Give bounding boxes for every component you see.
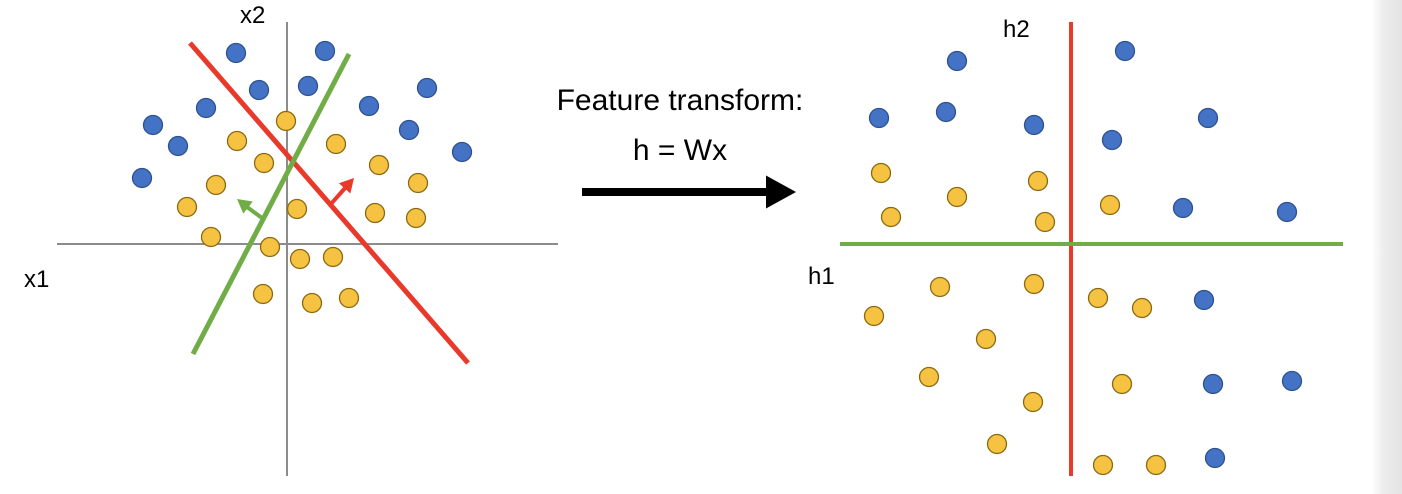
yellow-point [325, 133, 347, 155]
yellow-point [1099, 194, 1121, 216]
yellow-point [880, 206, 902, 228]
blue-point [1202, 373, 1224, 395]
blue-point [398, 119, 420, 141]
page-edge-shadow [1372, 0, 1402, 494]
h2-axis-label: h2 [1003, 16, 1030, 43]
yellow-point [1145, 454, 1167, 476]
green-decision-boundary [190, 52, 352, 356]
yellow-point [259, 236, 281, 258]
blue-point [451, 141, 473, 163]
yellow-point [252, 283, 274, 305]
yellow-point [1111, 373, 1133, 395]
yellow-point [870, 162, 892, 184]
blue-point [297, 75, 319, 97]
yellow-point [226, 130, 248, 152]
blue-point [142, 114, 164, 136]
blue-point [946, 50, 968, 72]
x1-axis-label: x1 [24, 266, 50, 293]
blue-point [868, 107, 890, 129]
blue-point [225, 42, 247, 64]
green-normal-arrow [245, 205, 264, 220]
blue-point [195, 97, 217, 119]
yellow-point [301, 292, 323, 314]
blue-point [1172, 197, 1194, 219]
blue-point [1276, 201, 1298, 223]
right-plot [840, 22, 1343, 476]
h1-axis-label: h1 [808, 263, 835, 290]
yellow-point [205, 174, 227, 196]
yellow-point [368, 154, 390, 176]
green-arrow-head [237, 199, 253, 214]
red-normal-arrow [328, 185, 348, 207]
blue-point [1197, 107, 1219, 129]
blue-point [358, 95, 380, 117]
yellow-point [1022, 391, 1044, 413]
red-arrow-head [338, 178, 354, 194]
yellow-point [1034, 211, 1056, 233]
blue-point [1101, 129, 1123, 151]
blue-point [248, 79, 270, 101]
transform-title: Feature transform: [556, 84, 804, 117]
yellow-point [863, 305, 885, 327]
x2-axis-label: x2 [240, 2, 266, 29]
yellow-point [1087, 287, 1109, 309]
blue-point [1023, 114, 1045, 136]
yellow-point [275, 110, 297, 132]
yellow-point [364, 202, 386, 224]
yellow-point [918, 366, 940, 388]
blue-point [167, 135, 189, 157]
blue-point [1114, 40, 1136, 62]
blue-point [416, 77, 438, 99]
yellow-point [176, 196, 198, 218]
blue-point [131, 167, 153, 189]
yellow-point [1131, 297, 1153, 319]
yellow-point [286, 198, 308, 220]
transform-arrow [582, 175, 796, 209]
blue-point [314, 40, 336, 62]
yellow-point [200, 226, 222, 248]
blue-point [1204, 447, 1226, 469]
yellow-point [289, 248, 311, 270]
yellow-point [253, 152, 275, 174]
blue-point [1281, 370, 1303, 392]
yellow-point [1027, 170, 1049, 192]
yellow-point [1023, 273, 1045, 295]
transform-arrow-head [766, 175, 796, 209]
yellow-point [986, 433, 1008, 455]
yellow-point [407, 172, 429, 194]
yellow-point [929, 276, 951, 298]
red-decision-boundary [188, 41, 470, 365]
yellow-point [322, 246, 344, 268]
yellow-point [405, 207, 427, 229]
blue-point [935, 101, 957, 123]
yellow-point [338, 287, 360, 309]
left-plot [57, 22, 558, 476]
yellow-point [946, 186, 968, 208]
yellow-point [975, 328, 997, 350]
transform-equation: h = Wx [632, 134, 728, 167]
blue-point [1193, 289, 1215, 311]
yellow-point [1092, 454, 1114, 476]
